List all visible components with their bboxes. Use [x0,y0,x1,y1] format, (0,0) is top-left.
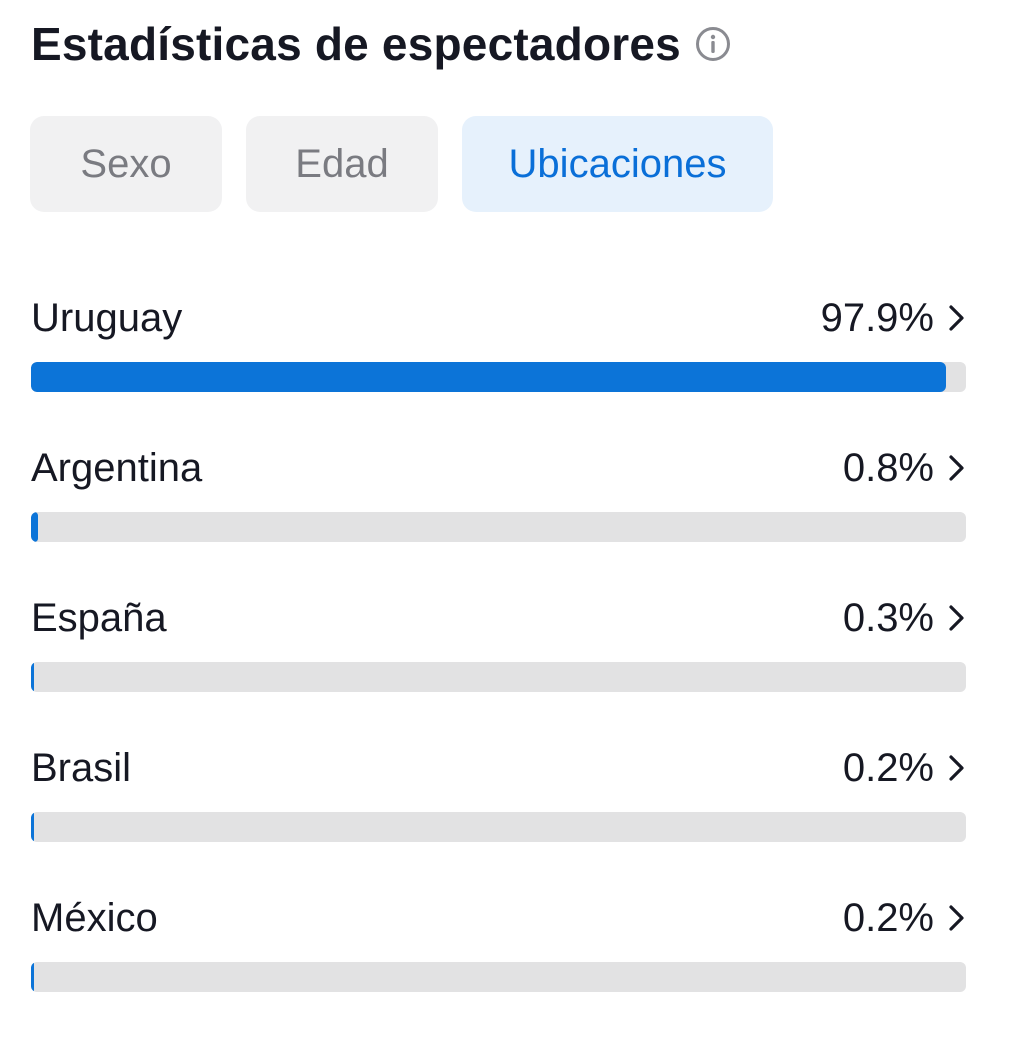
progress-fill [31,812,34,842]
chevron-right-icon[interactable] [944,453,970,483]
country-label: México [31,895,158,940]
progress-fill [31,512,39,542]
info-icon[interactable] [695,26,731,62]
progress-fill [31,362,947,392]
percent-value: 0.2% [842,895,934,940]
progress-track [31,512,966,542]
percent-value: 97.9% [820,295,934,340]
location-row-espana[interactable]: España 0.3% [31,590,966,740]
progress-track [31,362,966,392]
tab-sexo[interactable]: Sexo [30,116,222,212]
location-row-argentina[interactable]: Argentina 0.8% [31,440,966,590]
tab-edad[interactable]: Edad [246,116,438,212]
percent-value: 0.2% [842,745,934,790]
country-label: España [31,595,167,640]
progress-track [31,812,966,842]
progress-track [31,962,966,992]
stats-tabs: Sexo Edad Ubicaciones [30,116,773,212]
page-title: Estadísticas de espectadores [31,18,681,70]
tab-ubicaciones[interactable]: Ubicaciones [462,116,773,212]
percent-value: 0.3% [842,595,934,640]
country-label: Brasil [31,745,132,790]
chevron-right-icon[interactable] [944,303,970,333]
locations-list: Uruguay 97.9% Argentina 0.8% [31,290,966,1040]
country-label: Uruguay [31,295,183,340]
stats-header: Estadísticas de espectadores [31,14,731,74]
progress-fill [31,962,34,992]
chevron-right-icon[interactable] [944,603,970,633]
progress-fill [31,662,34,692]
country-label: Argentina [31,445,203,490]
location-row-uruguay[interactable]: Uruguay 97.9% [31,290,966,440]
chevron-right-icon[interactable] [944,903,970,933]
location-row-brasil[interactable]: Brasil 0.2% [31,740,966,890]
location-row-mexico[interactable]: México 0.2% [31,890,966,1040]
progress-track [31,662,966,692]
chevron-right-icon[interactable] [944,753,970,783]
percent-value: 0.8% [842,445,934,490]
